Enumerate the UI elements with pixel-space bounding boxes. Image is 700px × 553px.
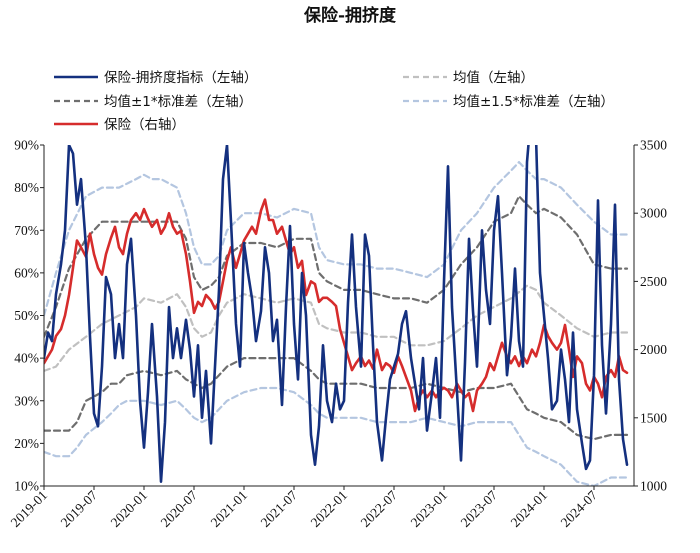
chart-title: 保险-拥挤度 (303, 5, 397, 26)
x-tick-label: 2020-01 (108, 488, 150, 530)
legend-label-band15: 均值±1.5*标准差（左轴） (453, 94, 614, 110)
y-right-tick-label: 3500 (640, 138, 667, 153)
x-tick-label: 2020-07 (158, 487, 201, 530)
series-line-insurance (44, 198, 629, 413)
x-tick-label: 2023-07 (458, 487, 501, 530)
y-right-tick-label: 1000 (640, 479, 667, 494)
y-left-tick-label: 70% (14, 223, 39, 238)
x-tick-label: 2022-01 (308, 488, 350, 530)
y-left-tick-label: 20% (14, 436, 39, 451)
y-left-tick-label: 90% (14, 138, 39, 153)
x-tick-label: 2019-07 (58, 487, 101, 530)
legend-label-band1: 均值±1*标准差（左轴） (104, 94, 252, 110)
x-tick-label: 2024-01 (508, 488, 550, 530)
y-left-tick-label: 10% (14, 479, 39, 494)
y-right-tick-label: 2000 (640, 342, 667, 357)
y-right-tick-label: 1500 (640, 410, 667, 425)
y-left-tick-label: 60% (14, 265, 39, 280)
legend-label-mean: 均值（左轴） (453, 70, 534, 86)
plot-area (44, 145, 629, 486)
x-tick-label: 2021-01 (208, 488, 250, 530)
series-line-band1_low (44, 357, 629, 441)
series-group (44, 145, 629, 486)
series-line-mean (44, 284, 629, 372)
series-line-index (44, 145, 629, 483)
series-line-band15_low (44, 386, 629, 486)
legend-label-insurance: 保险（右轴） (104, 117, 185, 133)
y-left-tick-label: 50% (14, 308, 39, 323)
legend: 保险-拥挤度指标（左轴） 均值（左轴） 均值±1*标准差（左轴） 均值±1.5*… (54, 70, 614, 133)
y-left-tick-label: 80% (14, 180, 39, 195)
x-tick-label: 2024-07 (558, 487, 601, 530)
legend-label-index: 保险-拥挤度指标（左轴） (104, 70, 257, 86)
x-tick-label: 2021-07 (258, 487, 301, 530)
x-tick-label: 2019-01 (8, 488, 50, 530)
y-left-tick-label: 30% (14, 393, 39, 408)
y-right-tick-label: 2500 (640, 274, 667, 289)
x-tick-label: 2023-01 (408, 488, 450, 530)
y-left-tick-label: 40% (14, 351, 39, 366)
y-right-tick-label: 3000 (640, 206, 667, 221)
x-tick-label: 2022-07 (358, 487, 401, 530)
